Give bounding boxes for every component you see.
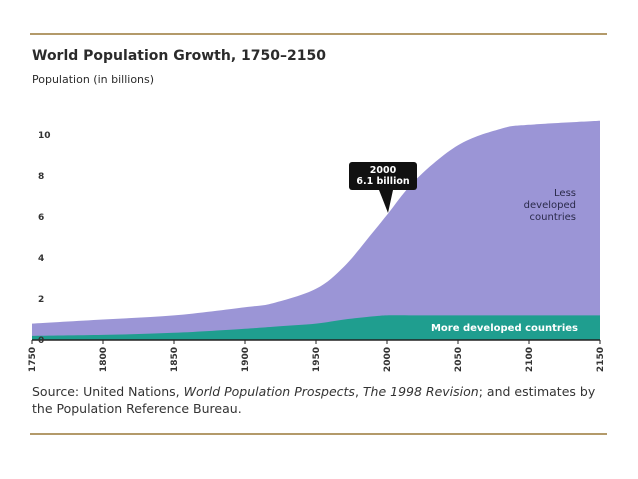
- source-separator: ,: [354, 384, 363, 399]
- series-label-less-developed: countries: [530, 212, 576, 223]
- annotation-box: [349, 161, 417, 190]
- series-label-more-developed: More developed countries: [431, 323, 578, 334]
- annotation-label: 2000: [370, 165, 397, 176]
- y-tick-label: 4: [38, 254, 44, 264]
- x-tick-label: 1750: [28, 347, 38, 372]
- x-tick-label: 1850: [170, 347, 180, 372]
- source-prefix: Source: United Nations,: [32, 384, 184, 399]
- area-more-developed: [32, 315, 600, 340]
- y-tick-label: 0: [38, 336, 44, 346]
- x-tick-label: 1950: [312, 347, 322, 372]
- source-revision-italic: The 1998 Revision: [362, 384, 479, 399]
- y-axis-label: Population (in billions): [32, 73, 155, 86]
- x-tick-label: 1900: [241, 347, 251, 372]
- top-rule: [30, 33, 607, 35]
- y-tick-label: 2: [38, 295, 44, 305]
- y-tick-label: 6: [38, 213, 44, 223]
- source-title-italic: World Population Prospects: [183, 384, 355, 399]
- annotation-pointer: [379, 189, 393, 213]
- y-tick-label: 8: [38, 172, 44, 182]
- x-tick-label: 2150: [596, 347, 606, 372]
- series-label-less-developed: Less: [554, 188, 576, 199]
- x-tick-label: 2050: [454, 347, 464, 372]
- series-label-less-developed: developed: [524, 200, 576, 211]
- area-less-developed: [32, 120, 600, 340]
- source-note: Source: United Nations, World Population…: [32, 383, 612, 417]
- x-tick-label: 1800: [99, 347, 109, 372]
- x-tick-label: 2100: [525, 347, 535, 372]
- y-tick-label: 10: [38, 131, 51, 141]
- x-tick-label: 2000: [383, 347, 393, 372]
- bottom-rule: [30, 433, 607, 435]
- chart-title: World Population Growth, 1750–2150: [32, 48, 326, 64]
- annotation-label: 6.1 billion: [356, 176, 409, 187]
- source-suffix: ; and estimates by the Population Refere…: [32, 384, 596, 416]
